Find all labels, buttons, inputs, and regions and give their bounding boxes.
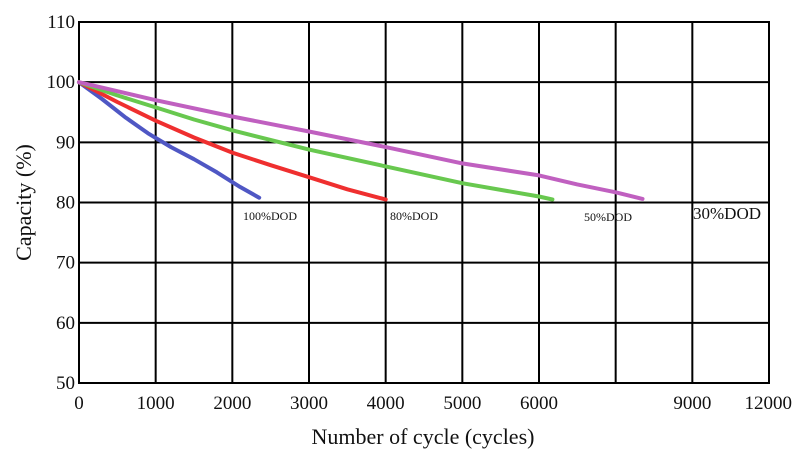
y-tick-label: 60: [56, 313, 75, 334]
y-tick-label: 90: [56, 132, 75, 153]
y-tick-label: 110: [47, 12, 75, 33]
series-line-3: [77, 80, 645, 201]
x-tick-label: 12000: [745, 393, 793, 414]
y-axis-title: Capacity (%): [11, 144, 36, 261]
series-label: 50%DOD: [584, 210, 632, 224]
y-tick-label: 100: [47, 72, 76, 93]
series-label: 80%DOD: [390, 209, 438, 223]
x-tick-label: 1000: [137, 393, 175, 414]
series-line-1: [77, 80, 388, 202]
x-tick-label: 0: [74, 393, 84, 414]
y-tick-label: 80: [56, 193, 75, 214]
x-axis-title: Number of cycle (cycles): [312, 424, 535, 449]
x-tick-label: 2000: [213, 393, 251, 414]
y-tick-label: 70: [56, 253, 75, 274]
x-tick-label: 6000: [520, 393, 558, 414]
x-tick-label: 3000: [290, 393, 328, 414]
series-line-2: [77, 80, 555, 202]
x-tick-label: 9000: [673, 393, 711, 414]
series-line-0: [77, 80, 262, 200]
y-tick-label: 50: [56, 373, 75, 394]
x-tick-label: 5000: [443, 393, 481, 414]
series-label: 100%DOD: [243, 209, 297, 223]
x-tick-label: 4000: [367, 393, 405, 414]
series-label: 30%DOD: [693, 204, 761, 223]
